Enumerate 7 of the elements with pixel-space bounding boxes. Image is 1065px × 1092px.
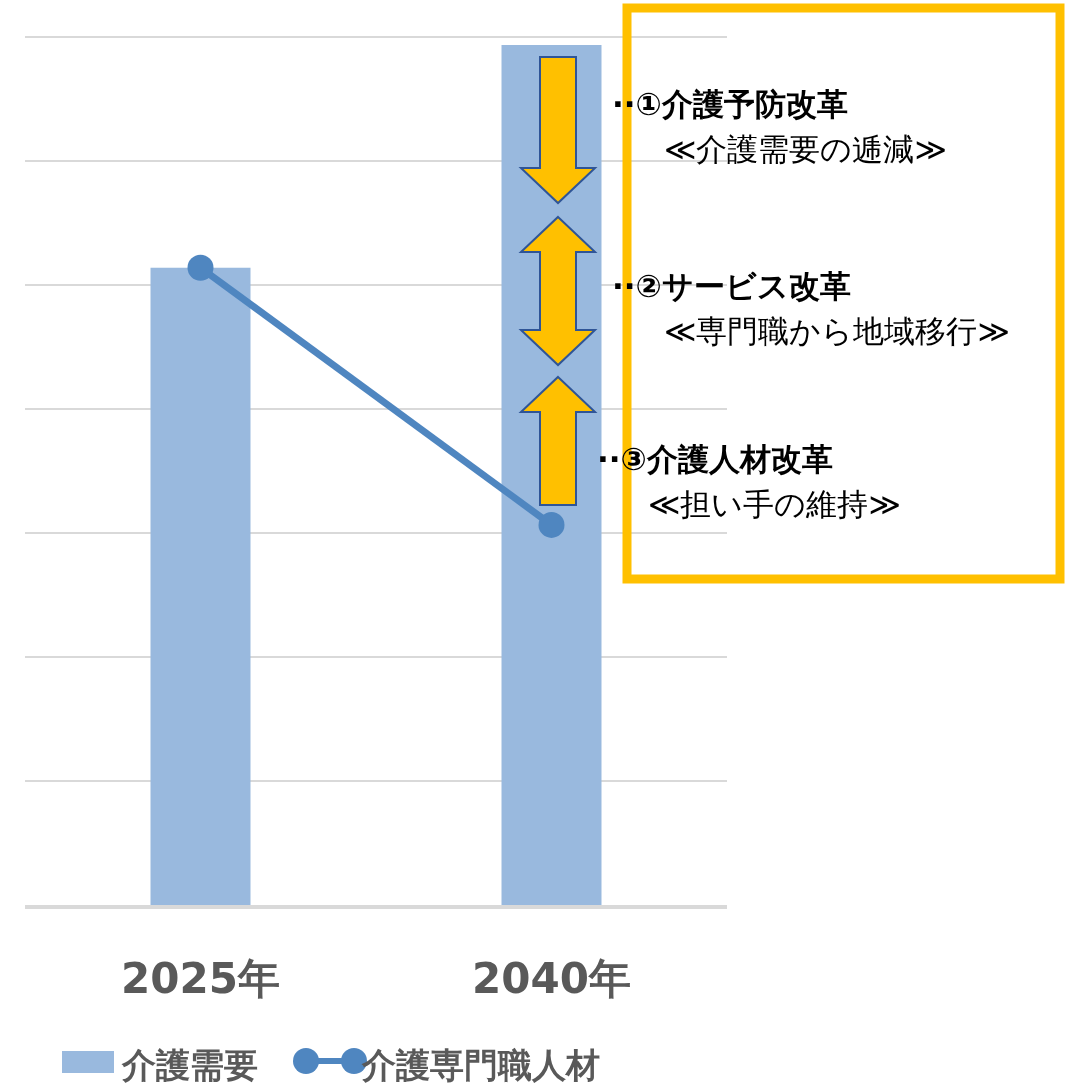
annotation: ≪専門職から地域移行≫ — [664, 313, 1010, 349]
annotation: ≪介護需要の逓減≫ — [664, 131, 947, 167]
x-tick-label: 2040年 — [472, 954, 631, 1003]
legend-label: 介護需要 — [121, 1045, 258, 1085]
x-tick-label: 2025年 — [121, 954, 280, 1003]
annotation: ≪担い手の維持≫ — [648, 486, 901, 522]
legend-label: 介護専門職人材 — [361, 1045, 600, 1085]
